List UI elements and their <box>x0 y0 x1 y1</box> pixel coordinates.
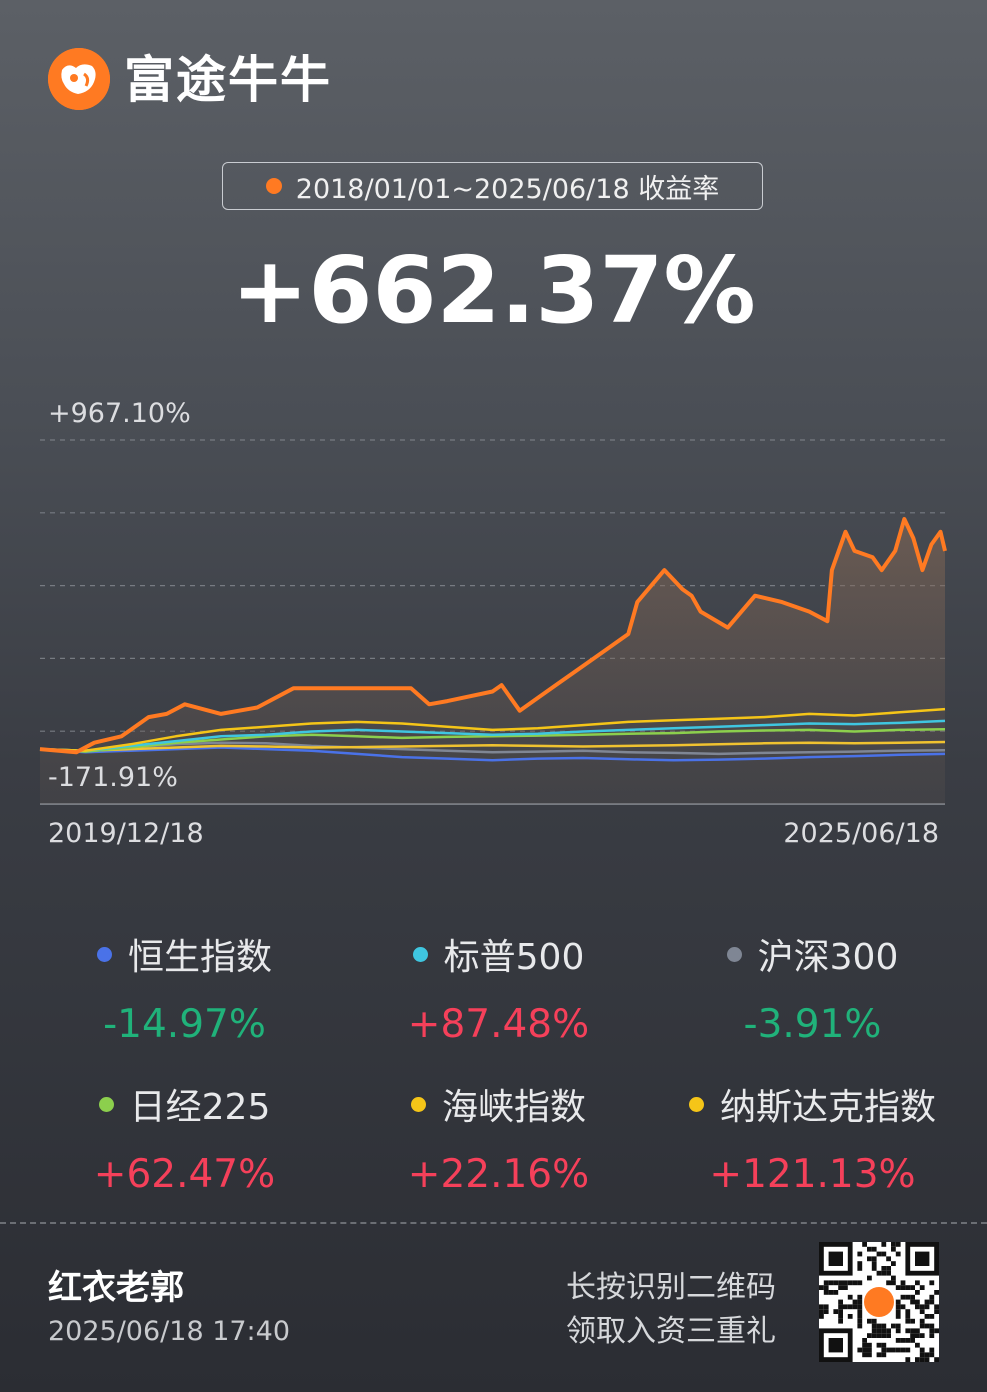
legend-dot-icon <box>688 1096 704 1112</box>
benchmark-return-value: +22.16% <box>407 1152 590 1197</box>
benchmark-item: 纳斯达克指数 +121.13% <box>648 1078 977 1197</box>
brand-name: 富途牛牛 <box>124 51 332 109</box>
period-label: 2018/01/01~2025/06/18 收益率 <box>295 173 720 205</box>
user-name: 红衣老郭 <box>48 1268 184 1308</box>
benchmark-line-3 <box>39 727 946 753</box>
period-dot-icon <box>265 178 282 194</box>
benchmark-item: 沪深300 -3.91% <box>648 928 977 1047</box>
legend-dot-icon <box>96 946 112 962</box>
period-selector[interactable]: 2018/01/01~2025/06/18 收益率 <box>222 162 763 210</box>
total-return-value: +662.37% <box>231 237 756 344</box>
benchmark-name: 纳斯达克指数 <box>719 1087 936 1128</box>
x-axis-end-label: 2025/06/18 <box>783 818 939 849</box>
benchmark-line-5 <box>39 741 946 756</box>
benchmark-line-1 <box>39 707 946 752</box>
benchmark-line-2 <box>39 719 946 752</box>
benchmark-line-4 <box>39 740 946 752</box>
benchmark-name: 海峡指数 <box>441 1087 586 1128</box>
qr-hint-line2: 领取入资三重礼 <box>566 1314 776 1349</box>
return-chart: +967.10% -171.91% 2019/12/18 2025/06/18 <box>39 398 947 849</box>
benchmark-item: 恒生指数 -14.97% <box>20 928 349 1047</box>
benchmark-item: 海峡指数 +22.16% <box>334 1078 663 1197</box>
benchmark-return-value: +121.13% <box>709 1152 916 1197</box>
legend-dot-icon <box>726 946 742 962</box>
futu-bull-logo-icon <box>48 48 110 110</box>
benchmark-name: 沪深300 <box>757 937 899 978</box>
benchmark-name: 标普500 <box>443 937 585 978</box>
share-timestamp: 2025/06/18 17:40 <box>48 1316 291 1347</box>
benchmark-return-value: -3.91% <box>743 1002 882 1047</box>
portfolio-return-line <box>39 517 947 755</box>
benchmark-return-value: +62.47% <box>93 1152 276 1197</box>
y-axis-top-label: +967.10% <box>48 398 191 429</box>
legend-dot-icon <box>410 1096 426 1112</box>
y-axis-bottom-label: -171.91% <box>48 762 178 793</box>
benchmark-return-value: +87.48% <box>407 1002 590 1047</box>
x-axis-start-label: 2019/12/18 <box>48 818 204 849</box>
benchmark-name: 恒生指数 <box>127 937 272 978</box>
benchmark-item: 日经225 +62.47% <box>20 1078 349 1197</box>
qr-code-icon[interactable] <box>819 1242 939 1362</box>
benchmark-name: 日经225 <box>129 1087 271 1128</box>
legend-dot-icon <box>412 946 428 962</box>
benchmark-return-value: -14.97% <box>103 1002 266 1047</box>
chart-series <box>39 517 947 762</box>
qr-hint-line1: 长按识别二维码 <box>566 1270 776 1305</box>
benchmark-item: 标普500 +87.48% <box>334 928 663 1047</box>
benchmark-line-6 <box>39 746 946 762</box>
legend-dot-icon <box>98 1096 114 1112</box>
divider <box>0 1222 987 1224</box>
